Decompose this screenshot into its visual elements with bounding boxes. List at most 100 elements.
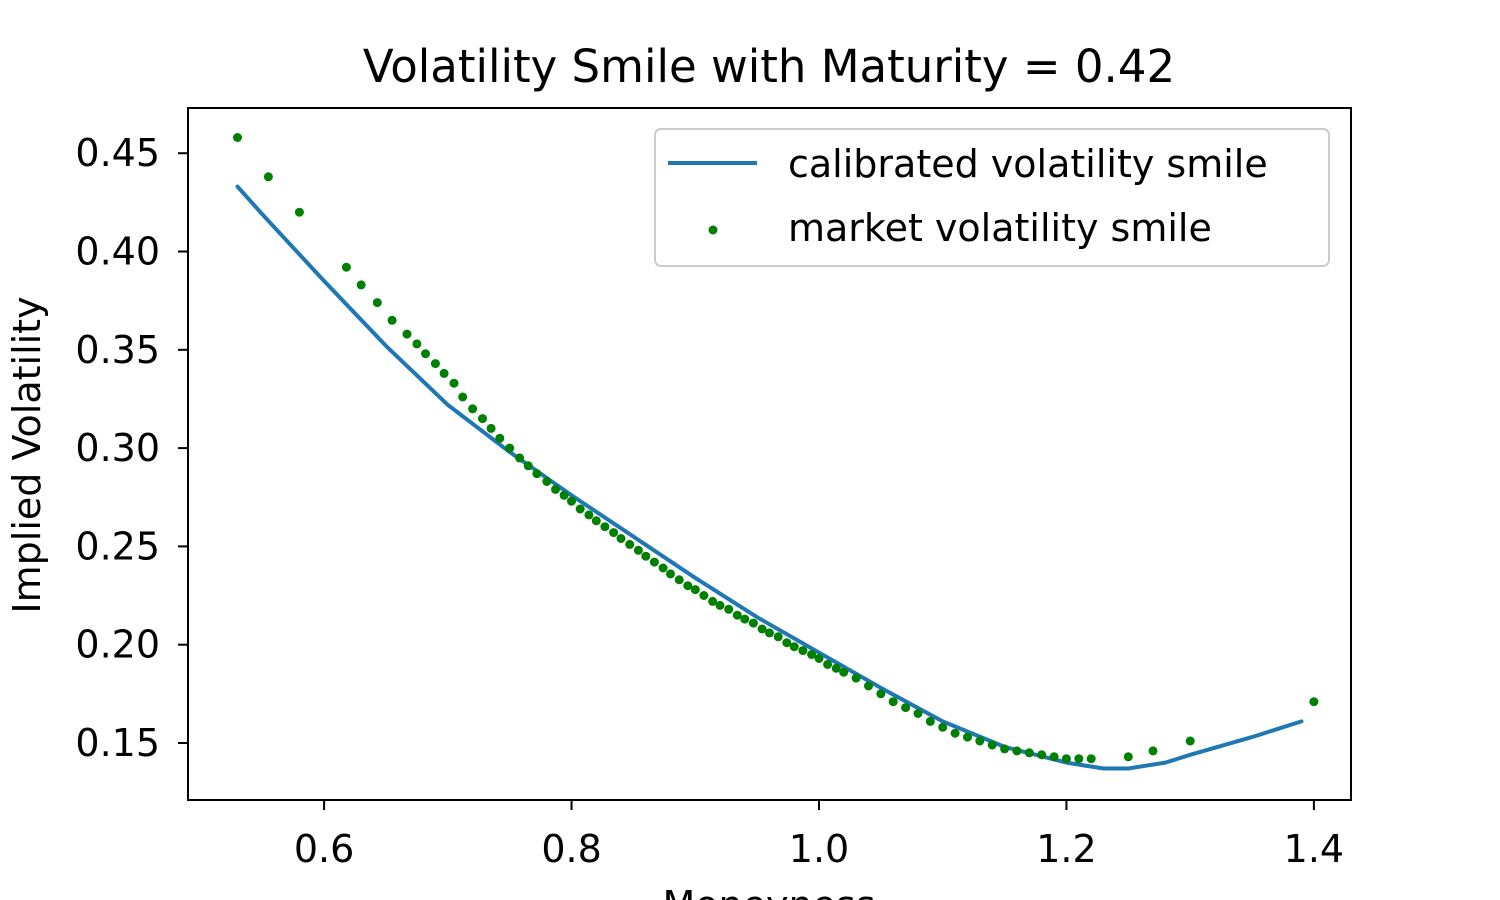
market-point bbox=[975, 736, 985, 746]
y-axis-label: Implied Volatility bbox=[5, 296, 49, 613]
market-point bbox=[724, 604, 734, 614]
market-point bbox=[782, 638, 792, 648]
market-point bbox=[690, 585, 700, 595]
market-point bbox=[542, 477, 552, 486]
y-tick-label: 0.30 bbox=[75, 426, 160, 470]
market-point bbox=[641, 551, 651, 561]
market-point bbox=[814, 654, 824, 663]
x-tick-label: 1.4 bbox=[1284, 827, 1344, 871]
market-point bbox=[773, 632, 783, 642]
market-point bbox=[876, 689, 886, 699]
x-tick-label: 1.0 bbox=[789, 827, 849, 871]
y-tick-label: 0.20 bbox=[75, 623, 160, 667]
market-point bbox=[402, 329, 412, 339]
market-point bbox=[449, 378, 459, 388]
market-point bbox=[341, 262, 351, 272]
market-point bbox=[715, 600, 725, 610]
market-point bbox=[294, 207, 304, 217]
market-point bbox=[421, 349, 430, 359]
x-tick-label: 0.6 bbox=[294, 827, 354, 871]
market-point bbox=[925, 716, 935, 726]
market-point bbox=[658, 563, 668, 573]
market-point bbox=[1049, 752, 1059, 762]
market-point bbox=[674, 575, 684, 585]
market-point bbox=[748, 618, 758, 628]
market-point bbox=[1037, 750, 1047, 760]
market-point bbox=[478, 414, 487, 424]
market-point bbox=[831, 663, 841, 673]
market-point bbox=[439, 368, 449, 378]
market-point bbox=[732, 610, 742, 620]
market-point bbox=[798, 646, 808, 656]
market-point bbox=[372, 298, 382, 308]
market-point bbox=[1074, 754, 1084, 764]
market-point bbox=[888, 697, 898, 707]
market-point bbox=[839, 667, 849, 677]
chart-title: Volatility Smile with Maturity = 0.42 bbox=[363, 40, 1175, 93]
x-axis: 0.6 0.8 1.0 1.2 1.4 bbox=[294, 800, 1344, 871]
market-point bbox=[789, 642, 799, 652]
market-point bbox=[740, 614, 750, 624]
market-point bbox=[625, 539, 635, 549]
y-tick-label: 0.45 bbox=[75, 131, 160, 175]
market-point bbox=[938, 722, 948, 732]
market-point bbox=[757, 624, 767, 634]
market-point bbox=[1123, 752, 1133, 762]
market-point bbox=[505, 443, 515, 453]
market-point bbox=[699, 591, 709, 600]
y-axis: 0.15 0.20 0.25 0.30 0.35 0.40 0.45 bbox=[75, 131, 188, 765]
market-point bbox=[708, 596, 718, 606]
market-point bbox=[591, 516, 601, 526]
market-point bbox=[765, 628, 774, 638]
x-axis-label: Moneyness bbox=[662, 883, 875, 900]
market-point bbox=[683, 581, 693, 591]
market-point bbox=[412, 339, 422, 349]
market-point bbox=[987, 740, 997, 750]
x-tick-label: 0.8 bbox=[541, 827, 601, 871]
market-point bbox=[1024, 748, 1034, 758]
market-point bbox=[356, 280, 366, 290]
market-point bbox=[633, 545, 643, 555]
market-point bbox=[950, 728, 960, 738]
market-point bbox=[532, 469, 542, 479]
market-point bbox=[823, 659, 833, 669]
market-point bbox=[430, 359, 440, 369]
calibrated-smile-line bbox=[235, 184, 1304, 771]
market-point bbox=[609, 528, 619, 538]
market-point bbox=[600, 522, 610, 532]
market-point bbox=[913, 709, 923, 718]
market-point bbox=[551, 484, 560, 494]
market-point bbox=[584, 510, 594, 520]
market-point bbox=[263, 172, 273, 182]
market-point bbox=[851, 673, 861, 683]
market-point bbox=[523, 461, 533, 471]
market-point bbox=[567, 496, 576, 506]
market-point bbox=[559, 490, 569, 500]
legend-box bbox=[654, 128, 1330, 267]
legend: calibrated volatility smile market volat… bbox=[654, 128, 1330, 267]
market-point bbox=[495, 433, 505, 443]
market-point bbox=[1309, 697, 1319, 707]
market-point bbox=[486, 423, 496, 433]
market-point bbox=[1061, 754, 1071, 764]
market-point bbox=[468, 404, 478, 414]
legend-label-calibrated: calibrated volatility smile bbox=[788, 142, 1268, 186]
series-layer bbox=[233, 133, 1319, 771]
market-point bbox=[387, 315, 397, 325]
market-point bbox=[458, 392, 468, 402]
legend-point-swatch bbox=[708, 225, 718, 235]
market-point bbox=[649, 557, 659, 567]
y-tick-label: 0.40 bbox=[75, 230, 160, 274]
market-point bbox=[963, 732, 972, 742]
market-point bbox=[807, 650, 817, 659]
market-point bbox=[233, 133, 242, 142]
y-tick-label: 0.15 bbox=[75, 721, 160, 765]
market-point bbox=[1148, 746, 1158, 756]
market-point bbox=[666, 569, 675, 579]
market-point bbox=[1086, 754, 1096, 764]
market-point bbox=[864, 681, 873, 691]
market-point bbox=[1012, 746, 1022, 756]
market-point bbox=[901, 703, 911, 713]
market-point bbox=[1000, 744, 1010, 754]
